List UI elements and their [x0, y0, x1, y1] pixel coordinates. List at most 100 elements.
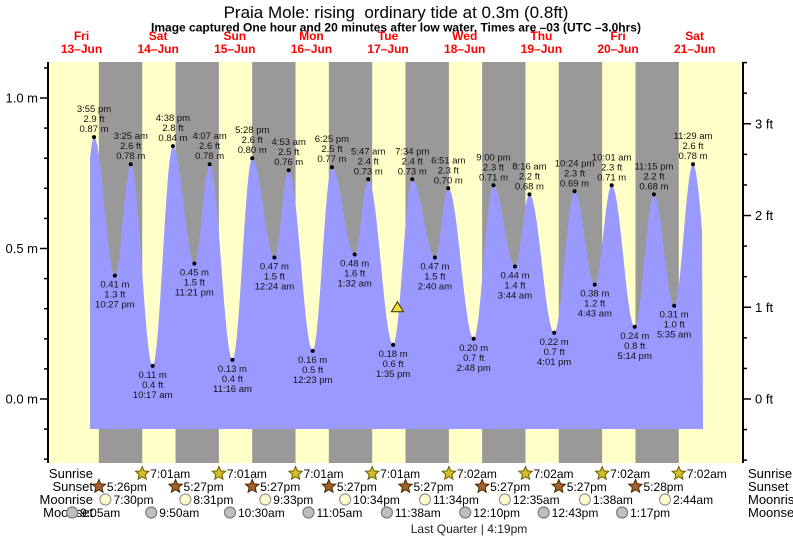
low-tide-label: 0.20 m 0.7 ft 2:48 pm [456, 343, 490, 374]
axes-layer: 1.0 m 0.5 m 0.0 m 3 ft 2 ft 1 ft 0 ft [5, 61, 773, 463]
day-labels-layer: Fri13–JunSat14–JunSun15–JunMon16–JunTue1… [61, 29, 716, 56]
moonrise-circle-icon [339, 493, 352, 506]
moonset-circle-icon [145, 506, 158, 519]
row-label-sunrise-left: Sunrise [49, 466, 93, 481]
page-title: Praia Mole: rising ordinary tide at 0.3m… [224, 3, 569, 22]
right-axis-label: 3 ft [755, 116, 773, 131]
low-tide-label: 0.24 m 0.8 ft 5:14 pm [618, 331, 652, 362]
high-tide-label: 10:24 pm 2.3 ft 0.69 m [555, 158, 595, 189]
tide-extreme-dot [632, 324, 637, 329]
tide-extreme-dot [552, 330, 557, 335]
sunset-star-icon [397, 478, 414, 494]
moonset-circle-icon [302, 506, 315, 519]
tide-extreme-dot [207, 162, 212, 167]
high-tide-label: 3:25 am 2.6 ft 0.78 m [114, 131, 148, 162]
tide-events-layer: 3:55 pm 2.9 ft 0.87 m 0.41 m 1.3 ft 10:27 pm 3… [77, 104, 713, 401]
tide-extreme-dot [446, 186, 451, 191]
tide-extreme-dot [329, 165, 334, 170]
sunset-time: 5:27pm [184, 480, 224, 494]
row-label-moonrise-left: Moonrise [40, 492, 93, 507]
tide-extreme-dot [170, 144, 175, 149]
low-tide-label: 0.16 m 0.5 ft 12:23 pm [293, 355, 333, 386]
sunrise-time: 7:02am [534, 467, 574, 481]
high-tide-label: 4:07 am 2.6 ft 0.78 m [192, 131, 226, 162]
high-tide-label: 7:34 pm 2.4 ft 0.73 m [395, 146, 429, 177]
low-tide-label: 0.45 m 1.5 ft 11:21 pm [175, 268, 214, 299]
day-name-label: Sun [223, 29, 246, 43]
sunrise-time: 7:01am [227, 467, 267, 481]
high-tide-label: 8:16 am 2.2 ft 0.68 m [512, 161, 546, 192]
day-name-label: Mon [299, 29, 324, 43]
moonset-circle-icon [66, 506, 79, 519]
day-name-label: Tue [378, 29, 399, 43]
sunset-star-icon [474, 478, 491, 494]
low-tide-label: 0.18 m 0.6 ft 1:35 pm [376, 349, 410, 380]
day-name-label: Wed [452, 29, 477, 43]
sunset-time: 5:27pm [337, 480, 377, 494]
sunset-time: 5:27pm [490, 480, 530, 494]
high-tide-label: 5:47 am 2.4 ft 0.73 m [351, 146, 385, 177]
tide-extreme-dot [691, 162, 696, 167]
sunrise-star-icon [134, 465, 151, 481]
tide-extreme-dot [651, 192, 656, 197]
sunset-star-icon [627, 478, 644, 494]
low-tide-label: 0.47 m 1.5 ft 2:40 am [418, 262, 452, 293]
moonset-time: 11:05am [317, 506, 363, 520]
high-tide-label: 9:00 pm 2.3 ft 0.71 m [476, 152, 510, 183]
low-tide-label: 0.11 m 0.4 ft 10:17 am [133, 370, 173, 401]
day-name-label: Sat [149, 29, 168, 43]
sunrise-star-icon [287, 465, 304, 481]
right-axis-label: 2 ft [755, 208, 773, 223]
low-tide-label: 0.22 m 0.7 ft 4:01 pm [537, 337, 571, 368]
tide-extreme-dot [230, 357, 235, 362]
tide-water-area [90, 137, 703, 430]
high-tide-label: 6:51 am 2.3 ft 0.70 m [431, 155, 465, 186]
tide-extreme-dot [592, 282, 597, 287]
page-subtitle: Image captured One hour and 20 minutes a… [151, 21, 641, 35]
moonset-time: 9:50am [159, 506, 199, 520]
moonrise-time: 7:30pm [113, 493, 153, 507]
sunset-time: 5:27pm [567, 480, 607, 494]
right-axis-label: 0 ft [755, 392, 773, 407]
low-tide-label: 0.13 m 0.4 ft 11:16 am [213, 364, 252, 395]
moonset-time: 11:38am [395, 506, 441, 520]
moonset-time: 9:05am [80, 506, 120, 520]
high-tide-label: 3:55 pm 2.9 ft 0.87 m [77, 104, 111, 135]
moon-phase-label: Last Quarter | 4:19pm [411, 522, 528, 536]
tide-extreme-dot [352, 252, 357, 257]
high-tide-label: 11:15 pm 2.2 ft 0.68 m [634, 161, 673, 192]
high-tide-label: 4:38 pm 2.8 ft 0.84 m [156, 113, 190, 144]
tide-extreme-dot [272, 255, 277, 260]
moonrise-circle-icon [498, 493, 512, 506]
moonrise-time: 9:33pm [273, 493, 313, 507]
day-date-label: 16–Jun [291, 42, 332, 56]
moonrise-circle-icon [179, 493, 192, 506]
moonset-circle-icon [380, 506, 394, 519]
day-name-label: Fri [610, 29, 625, 43]
tide-extreme-dot [128, 162, 133, 167]
day-date-label: 19–Jun [521, 42, 562, 56]
day-date-label: 15–Jun [214, 42, 255, 56]
sunset-star-icon [244, 478, 261, 494]
moonrise-time: 8:31pm [193, 493, 233, 507]
day-date-label: 13–Jun [61, 42, 102, 56]
row-label-sunrise-right: Sunrise [748, 466, 792, 481]
moonrise-circle-icon [578, 493, 592, 506]
sunset-time: 5:27pm [413, 480, 453, 494]
tide-extreme-dot [391, 342, 396, 347]
sunset-star-icon [90, 478, 107, 494]
tide-extreme-dot [310, 348, 315, 353]
moonset-time: 12:10pm [473, 506, 520, 520]
tide-extreme-dot [150, 363, 155, 368]
moonrise-time: 12:35am [513, 493, 560, 507]
tide-extreme-dot [527, 192, 532, 197]
moonrise-circle-icon [99, 493, 112, 506]
astro-rows-layer: Sunrise Sunrise 7:01am 7:01am 7:01am 7:01am 7:… [40, 465, 793, 520]
tide-extreme-dot [672, 303, 677, 308]
sunrise-time: 7:01am [380, 467, 420, 481]
day-date-label: 17–Jun [367, 42, 408, 56]
tide-extreme-dot [250, 156, 255, 161]
moonset-time: 1:17pm [630, 506, 670, 520]
